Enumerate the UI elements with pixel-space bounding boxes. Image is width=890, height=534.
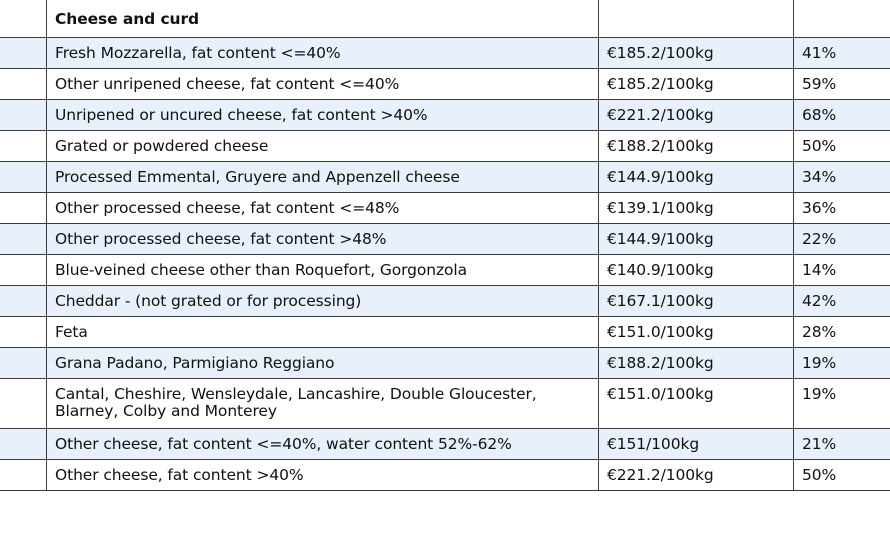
section-header-row: Cheese and curd [0,0,890,38]
rate-cell: €185.2/100kg [598,37,794,69]
table-body: Cheese and curd Fresh Mozzarella, fat co… [0,0,890,491]
rate-cell: €221.2/100kg [598,99,794,131]
table-row: Other processed cheese, fat content >48%… [0,223,890,255]
cheese-tariff-table: Cheese and curd Fresh Mozzarella, fat co… [0,0,890,491]
share-cell: 36% [793,192,890,224]
table-row: Processed Emmental, Gruyere and Appenzel… [0,161,890,193]
share-cell: 19% [793,347,890,379]
rate-cell: €151/100kg [598,428,794,460]
share-cell: 50% [793,130,890,162]
product-cell: Cheddar - (not grated or for processing) [46,285,599,317]
rate-cell: €188.2/100kg [598,347,794,379]
row-marker-cell [0,68,47,100]
product-cell: Fresh Mozzarella, fat content <=40% [46,37,599,69]
share-cell: 21% [793,428,890,460]
product-cell: Processed Emmental, Gruyere and Appenzel… [46,161,599,193]
product-cell: Feta [46,316,599,348]
product-cell: Other processed cheese, fat content >48% [46,223,599,255]
row-marker-cell [0,0,47,38]
product-cell: Cantal, Cheshire, Wensleydale, Lancashir… [46,378,599,429]
share-cell: 14% [793,254,890,286]
product-cell: Other processed cheese, fat content <=48… [46,192,599,224]
row-marker-cell [0,254,47,286]
row-marker-cell [0,316,47,348]
table-row: Feta €151.0/100kg 28% [0,316,890,348]
row-marker-cell [0,285,47,317]
product-cell: Grana Padano, Parmigiano Reggiano [46,347,599,379]
rate-cell: €139.1/100kg [598,192,794,224]
product-cell: Other cheese, fat content >40% [46,459,599,491]
product-cell: Other cheese, fat content <=40%, water c… [46,428,599,460]
rate-cell: €151.0/100kg [598,316,794,348]
rate-cell: €140.9/100kg [598,254,794,286]
row-marker-cell [0,223,47,255]
rate-cell: €167.1/100kg [598,285,794,317]
rate-cell: €221.2/100kg [598,459,794,491]
table-row: Fresh Mozzarella, fat content <=40% €185.… [0,37,890,69]
rate-cell: €151.0/100kg [598,378,794,429]
share-cell: 42% [793,285,890,317]
share-cell: 19% [793,378,890,429]
table-row: Other cheese, fat content <=40%, water c… [0,428,890,460]
product-cell: Grated or powdered cheese [46,130,599,162]
table-row: Grated or powdered cheese €188.2/100kg 50% [0,130,890,162]
section-title: Cheese and curd [46,0,599,38]
row-marker-cell [0,347,47,379]
share-cell: 34% [793,161,890,193]
product-cell: Blue-veined cheese other than Roquefort,… [46,254,599,286]
rate-cell: €144.9/100kg [598,161,794,193]
empty-header-cell [793,0,890,38]
table-row: Cheddar - (not grated or for processing)… [0,285,890,317]
share-cell: 22% [793,223,890,255]
table-row: Other cheese, fat content >40% €221.2/100… [0,459,890,491]
share-cell: 59% [793,68,890,100]
rate-cell: €185.2/100kg [598,68,794,100]
rate-cell: €188.2/100kg [598,130,794,162]
row-marker-cell [0,37,47,69]
table-row: Grana Padano, Parmigiano Reggiano €188.2/… [0,347,890,379]
share-cell: 28% [793,316,890,348]
row-marker-cell [0,378,47,429]
row-marker-cell [0,192,47,224]
product-cell: Unripened or uncured cheese, fat content… [46,99,599,131]
table-row: Other unripened cheese, fat content <=40… [0,68,890,100]
share-cell: 50% [793,459,890,491]
empty-header-cell [598,0,794,38]
product-cell: Other unripened cheese, fat content <=40… [46,68,599,100]
rate-cell: €144.9/100kg [598,223,794,255]
table-row: Blue-veined cheese other than Roquefort,… [0,254,890,286]
row-marker-cell [0,99,47,131]
table-row: Other processed cheese, fat content <=48… [0,192,890,224]
row-marker-cell [0,161,47,193]
table-row: Unripened or uncured cheese, fat content… [0,99,890,131]
row-marker-cell [0,130,47,162]
share-cell: 41% [793,37,890,69]
share-cell: 68% [793,99,890,131]
row-marker-cell [0,459,47,491]
row-marker-cell [0,428,47,460]
table-row: Cantal, Cheshire, Wensleydale, Lancashir… [0,378,890,429]
